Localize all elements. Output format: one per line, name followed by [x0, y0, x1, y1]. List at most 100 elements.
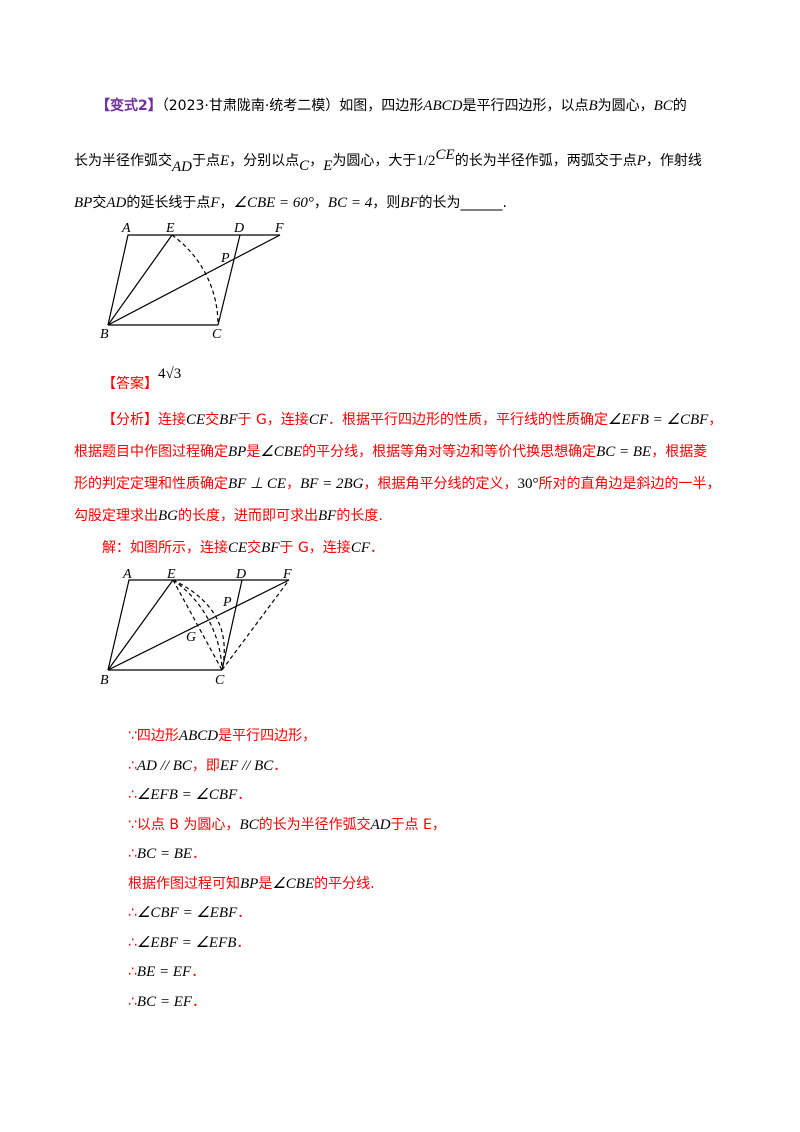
- text: ，即: [191, 757, 220, 774]
- label-B: B: [100, 673, 109, 688]
- math: BP: [228, 444, 247, 460]
- logic-symbol: ∴: [128, 934, 137, 951]
- solution-step: ∴∠CBF = ∠EBF．: [128, 903, 251, 923]
- label-C: C: [212, 327, 222, 342]
- math: BP: [240, 875, 259, 892]
- fig2-line-BE: [107, 579, 174, 671]
- text: 是平行四边形，以点: [462, 98, 589, 114]
- text: ，: [708, 412, 723, 428]
- text: 以点 B 为圆心，: [136, 816, 240, 833]
- math: F: [210, 195, 220, 211]
- solution-step: ∵四边形ABCD是平行四边形，: [128, 726, 316, 746]
- solution-step: ∴∠EFB = ∠CBF．: [128, 785, 251, 805]
- math: BC: [239, 816, 259, 833]
- math: B: [588, 98, 598, 114]
- text: ．: [192, 846, 207, 862]
- problem-tag: 【变式2】: [96, 98, 162, 114]
- text: ，: [286, 476, 301, 492]
- text: 的平分线，根据等角对等边和等价代换思想确定: [302, 444, 597, 460]
- answer-value: 4√3: [158, 366, 182, 382]
- solution-step: ∵以点 B 为圆心，BC的长为半径作弧交AD于点 E，: [128, 815, 446, 835]
- figure-2: [107, 579, 290, 671]
- text: 交: [92, 195, 107, 211]
- label-G: G: [186, 630, 196, 645]
- label-A: A: [122, 567, 132, 582]
- label-B: B: [100, 327, 109, 342]
- text: ，作射线: [645, 153, 702, 169]
- text: ，则: [372, 195, 401, 211]
- text: ，根据角平分线的定义，: [363, 476, 518, 492]
- text: 四边形: [136, 728, 179, 744]
- text: 交: [247, 540, 262, 556]
- fig1-arc: [171, 234, 219, 326]
- math: ∠EFB = ∠CBF: [136, 787, 238, 803]
- text: ．: [191, 964, 206, 980]
- fraction: 1/2: [416, 153, 436, 169]
- math: E: [323, 158, 333, 174]
- fig2-line-BF: [107, 579, 290, 671]
- text: 为圆心，: [597, 98, 654, 114]
- text: 根据作图过程可知: [128, 875, 240, 892]
- text: 长为半径作弧交: [74, 153, 172, 169]
- label-P: P: [222, 595, 232, 610]
- math: BE = EF: [136, 964, 192, 980]
- text: 于 G，连接: [237, 412, 309, 428]
- text: 交: [205, 412, 220, 428]
- figure-1: [107, 234, 281, 326]
- logic-symbol: ∴: [128, 905, 137, 921]
- analysis-label: 【分析】: [102, 412, 158, 428]
- math: BF: [400, 195, 419, 211]
- text: ，分别以点: [229, 153, 300, 169]
- text: 的延长线于点: [126, 195, 211, 211]
- math: E: [220, 153, 230, 169]
- math: ∠EBF = ∠EFB: [136, 934, 237, 951]
- label-D: D: [233, 221, 244, 236]
- fig2-line-CF: [221, 579, 290, 671]
- math: CF: [308, 412, 328, 428]
- fig2-line-CD: [221, 579, 243, 671]
- math: EF // BC: [219, 757, 274, 774]
- problem-line-1: 【变式2】（2023·甘肃陇南·统考二模）如图，四边形ABCD是平行四边形，以点…: [96, 96, 687, 116]
- fig1-line-BF: [107, 234, 281, 326]
- math: CE: [186, 412, 206, 428]
- text: 的长为______.: [418, 195, 507, 211]
- text: 为圆心，大于: [332, 153, 417, 169]
- analysis-line-3: 形的判定定理和性质确定BF ⊥ CE，BF = 2BG，根据角平分线的定义，30…: [74, 474, 721, 494]
- logic-symbol: ∵: [128, 816, 137, 833]
- fig1-line-CD: [217, 234, 241, 326]
- logic-symbol: ∴: [128, 757, 137, 774]
- text: 所对的直角边是斜边的一半，: [538, 476, 721, 492]
- solution-intro: 解：如图所示，连接CE交BF于 G，连接CF．: [102, 538, 384, 558]
- solution-step: ∴AD // BC，即EF // BC．: [128, 756, 287, 776]
- label-E: E: [165, 221, 175, 236]
- text: ．: [192, 993, 207, 1010]
- text: 于点: [192, 153, 220, 169]
- solution-step: ∴∠EBF = ∠EFB．: [128, 933, 250, 953]
- text: ，根据菱: [651, 444, 708, 460]
- math: BF: [219, 412, 238, 428]
- answer-line: 【答案】4√3: [102, 364, 182, 392]
- math: ABCD: [423, 98, 463, 114]
- math: BC = 4: [327, 195, 373, 211]
- text: ，: [309, 153, 324, 169]
- problem-line-3: BP交AD的延长线于点F，∠CBE = 60°，BC = 4，则BF的长为___…: [74, 193, 507, 213]
- math: BP: [74, 195, 93, 211]
- problem-source: （2023·甘肃陇南·统考二模）: [161, 98, 340, 114]
- math: BC = BE: [596, 444, 652, 460]
- text: 连接: [158, 412, 186, 428]
- text: 勾股定理求出: [74, 508, 158, 524]
- text: ，: [219, 195, 234, 211]
- math: ∠CBE: [272, 875, 315, 892]
- math: AD: [106, 195, 127, 211]
- logic-symbol: ∴: [128, 993, 137, 1010]
- text: ．: [236, 934, 251, 951]
- text: 解：如图所示，连接: [102, 540, 228, 556]
- text: 于点 E，: [390, 816, 446, 833]
- text: 的长度，进而即可求出: [178, 508, 318, 524]
- label-D: D: [235, 567, 246, 582]
- label-F: F: [282, 567, 292, 582]
- solution-step: ∴BC = BE．: [128, 844, 206, 864]
- analysis-line-4: 勾股定理求出BG的长度，进而即可求出BF的长度.: [74, 506, 383, 526]
- math: BF ⊥ CE: [228, 476, 287, 492]
- text: 是平行四边形，: [218, 728, 317, 744]
